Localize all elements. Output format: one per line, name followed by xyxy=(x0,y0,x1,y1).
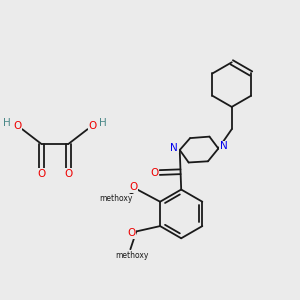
Text: O: O xyxy=(64,169,72,179)
Text: O: O xyxy=(129,182,137,193)
Text: O: O xyxy=(150,168,158,178)
Text: H: H xyxy=(3,118,10,128)
Text: O: O xyxy=(88,121,97,130)
Text: H: H xyxy=(100,118,107,128)
Text: methoxy: methoxy xyxy=(115,251,148,260)
Text: O: O xyxy=(13,121,21,130)
Text: methoxy: methoxy xyxy=(99,194,133,203)
Text: N: N xyxy=(220,141,228,151)
Text: N: N xyxy=(170,142,178,153)
Text: O: O xyxy=(38,169,46,179)
Text: O: O xyxy=(128,228,136,238)
